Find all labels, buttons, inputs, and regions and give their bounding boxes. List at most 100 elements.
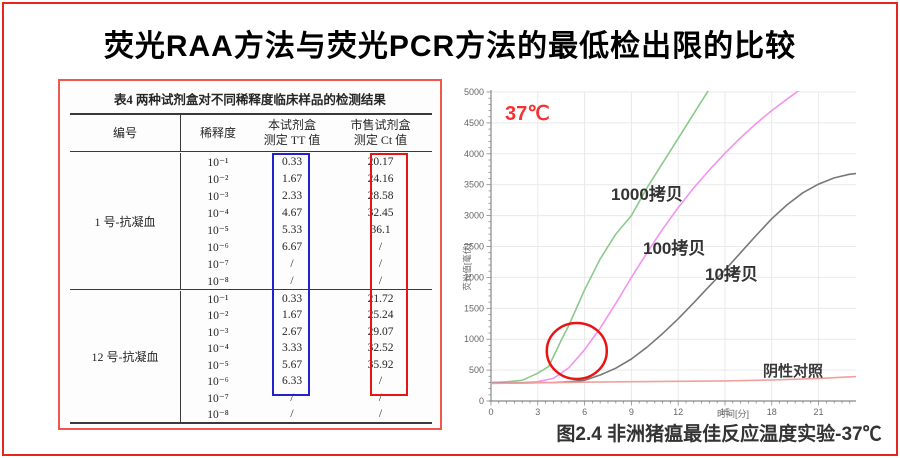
table-row: 10⁻⁸ / / — [181, 272, 432, 289]
table-group-separator-rule — [70, 289, 432, 290]
series-label-10-copies: 10拷贝 — [705, 265, 758, 284]
svg-text:12: 12 — [673, 407, 683, 417]
table-title: 表4 两种试剂盒对不同稀释度临床样品的检测结果 — [114, 93, 386, 107]
table-row: 10⁻² 1.67 25.24 — [181, 307, 432, 324]
svg-text:4000: 4000 — [464, 149, 484, 159]
svg-text:1500: 1500 — [464, 303, 484, 313]
sample-group-1: 1 号-抗凝血 10⁻¹ 0.33 20.17 10⁻² 1.67 24.16 10⁻³… — [70, 153, 432, 289]
tt-value-cell: / — [290, 274, 294, 287]
ct-value-cell: / — [378, 274, 383, 287]
ct-value-cell: 29.07 — [367, 325, 394, 338]
ct-value-cell: 35.92 — [367, 358, 394, 371]
header-dilution: 稀释度 — [199, 125, 236, 140]
table-row: 10⁻¹ 0.33 20.17 — [181, 153, 432, 170]
table-row: 10⁻¹ 0.33 21.72 — [181, 291, 432, 308]
table-row: 10⁻³ 2.67 29.07 — [181, 324, 432, 341]
dilution-cell: 10⁻⁸ — [207, 275, 229, 288]
table-row: 10⁻³ 2.33 28.58 — [181, 187, 432, 204]
ct-value-cell: 21.72 — [367, 292, 394, 305]
dilution-cell: 10⁻⁵ — [207, 224, 229, 237]
group-label: 12 号-抗凝血 — [70, 290, 181, 423]
svg-text:500: 500 — [469, 365, 484, 375]
table-row: 10⁻⁸ / / — [181, 406, 432, 423]
tt-value-cell: 0.33 — [281, 155, 303, 168]
table-header-row: 编号 稀释度 本试剂盒 测定 TT 值 市售试剂盒 测定 Ct 值 — [70, 115, 432, 151]
amplification-curves-chart: 0 500 1000 1500 2000 2500 3000 3500 4000 4500 5000… — [464, 87, 856, 417]
svg-text:6: 6 — [582, 407, 587, 417]
x-axis-label: 时间[分] — [716, 409, 749, 419]
header-ct-kit-line2: 测定 Ct 值 — [353, 133, 408, 147]
header-tt-kit-line1: 本试剂盒 — [267, 118, 316, 132]
dilution-cell: 10⁻⁶ — [207, 241, 229, 254]
header-tt-kit-line2: 测定 TT 值 — [263, 133, 321, 147]
tt-value-cell: 4.67 — [281, 206, 303, 219]
table-header-rule — [70, 151, 432, 152]
ct-value-cell: 32.45 — [367, 206, 394, 219]
series-label-negative-control: 阴性对照 — [763, 363, 824, 380]
header-tt-kit: 本试剂盒 测定 TT 值 — [255, 115, 329, 151]
group-label: 1 号-抗凝血 — [70, 153, 181, 289]
table-panel: 表4 两种试剂盒对不同稀释度临床样品的检测结果 编号 稀释度 本试剂盒 测定 T… — [58, 79, 442, 430]
temperature-label: 37℃ — [505, 103, 550, 125]
table-body: 1 号-抗凝血 10⁻¹ 0.33 20.17 10⁻² 1.67 24.16 10⁻³… — [70, 153, 432, 423]
table-row: 10⁻² 1.67 24.16 — [181, 170, 432, 187]
table-row: 10⁻⁵ 5.33 36.1 — [181, 221, 432, 238]
svg-text:2500: 2500 — [464, 242, 484, 252]
tt-value-cell: 1.67 — [281, 172, 303, 185]
header-ct-kit-line1: 市售试剂盒 — [350, 118, 411, 132]
dilution-cell: 10⁻⁶ — [207, 376, 229, 389]
ct-value-cell: / — [378, 408, 383, 421]
ct-value-cell: 28.58 — [367, 189, 394, 202]
tt-value-cell: / — [290, 257, 294, 270]
series-label-100-copies: 100拷贝 — [643, 239, 706, 258]
tt-value-cell: 3.33 — [281, 342, 303, 355]
dilution-cell: 10⁻³ — [207, 190, 229, 203]
dilution-cell: 10⁻⁵ — [207, 359, 229, 372]
dilution-cell: 10⁻³ — [207, 326, 229, 339]
svg-text:0: 0 — [488, 407, 493, 417]
table-row: 10⁻⁵ 5.67 35.92 — [181, 357, 432, 374]
ct-value-cell: / — [378, 257, 383, 270]
dilution-cell: 10⁻⁸ — [207, 409, 229, 422]
svg-text:5000: 5000 — [464, 87, 484, 97]
sample-group-12: 12 号-抗凝血 10⁻¹ 0.33 21.72 10⁻² 1.67 25.24 10⁻… — [70, 290, 432, 423]
tt-value-cell: 6.33 — [281, 375, 303, 388]
ct-value-cell: / — [378, 391, 383, 404]
svg-text:18: 18 — [767, 407, 777, 417]
dilution-cell: 10⁻⁷ — [207, 258, 229, 271]
svg-text:21: 21 — [814, 407, 824, 417]
slide-title: 荧光RAA方法与荧光PCR方法的最低检出限的比较 — [103, 30, 797, 63]
svg-text:3000: 3000 — [464, 211, 484, 221]
dilution-cell: 10⁻⁷ — [207, 392, 229, 405]
ct-value-cell: 36.1 — [370, 223, 391, 236]
svg-text:1000: 1000 — [464, 334, 484, 344]
svg-text:3500: 3500 — [464, 180, 484, 190]
dilution-cell: 10⁻¹ — [207, 293, 229, 306]
svg-text:2000: 2000 — [464, 272, 484, 282]
y-axis-label: 荧光值[毫伏] — [462, 243, 472, 291]
table-row: 10⁻⁴ 3.33 32.52 — [181, 340, 432, 357]
dilution-cell: 10⁻⁴ — [207, 343, 229, 356]
figure-caption: 图2.4 非洲猪瘟最佳反应温度实验-37℃ — [556, 424, 882, 445]
table-top-rule — [70, 113, 432, 115]
tt-value-cell: / — [290, 408, 294, 421]
tt-value-cell: / — [290, 391, 294, 404]
tt-value-cell: 2.33 — [281, 189, 303, 202]
tt-value-cell: 0.33 — [281, 292, 303, 305]
tt-value-cell: 5.33 — [281, 223, 303, 236]
dilution-cell: 10⁻² — [207, 310, 229, 323]
group-rows: 10⁻¹ 0.33 21.72 10⁻² 1.67 25.24 10⁻³ 2.67 29.0… — [181, 291, 432, 423]
table-bottom-rule — [70, 422, 432, 424]
header-ct-kit: 市售试剂盒 测定 Ct 值 — [329, 115, 432, 151]
dilution-cell: 10⁻⁴ — [207, 207, 229, 220]
table-row: 10⁻⁴ 4.67 32.45 — [181, 204, 432, 221]
tt-value-cell: 6.67 — [281, 240, 303, 253]
dilution-cell: 10⁻¹ — [207, 156, 229, 169]
table-row: 10⁻⁷ / / — [181, 255, 432, 272]
ct-value-cell: 32.52 — [367, 342, 394, 355]
svg-text:9: 9 — [629, 407, 634, 417]
tt-value-cell: 2.67 — [281, 325, 303, 338]
table-row: 10⁻⁶ 6.67 / — [181, 238, 432, 255]
table-row: 10⁻⁶ 6.33 / — [181, 373, 432, 390]
